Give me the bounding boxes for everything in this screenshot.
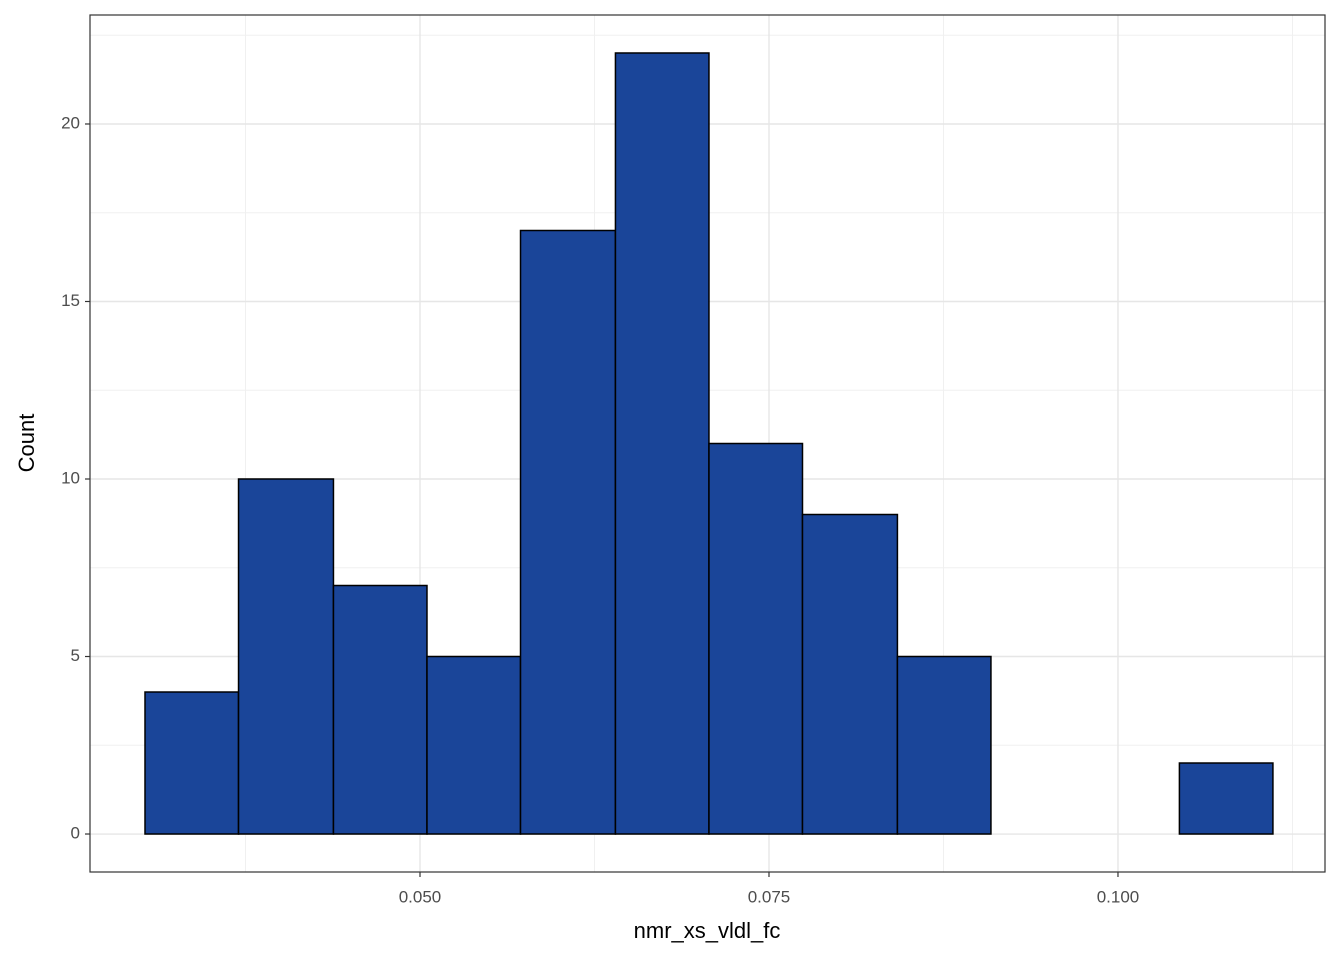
y-tick-label: 20 xyxy=(61,113,80,132)
y-tick-label: 5 xyxy=(71,646,80,665)
bar xyxy=(332,584,428,835)
bar xyxy=(426,655,522,835)
bar xyxy=(237,478,335,835)
bars xyxy=(144,52,1274,835)
bar xyxy=(801,513,899,835)
x-tick-label: 0.100 xyxy=(1097,887,1140,906)
bar xyxy=(614,52,710,835)
bar xyxy=(144,691,240,835)
y-tick-label: 0 xyxy=(71,823,80,842)
bar xyxy=(1178,762,1274,835)
panel-border xyxy=(89,14,1326,873)
bar xyxy=(708,442,804,835)
x-tick-label: 0.075 xyxy=(748,887,791,906)
x-axis-title: nmr_xs_vldl_fc xyxy=(634,918,781,943)
y-axis-title: Count xyxy=(14,414,39,473)
bar xyxy=(519,229,617,835)
y-tick-label: 10 xyxy=(61,468,80,487)
bar xyxy=(896,655,992,835)
y-tick-label: 15 xyxy=(61,291,80,310)
x-tick-label: 0.050 xyxy=(399,887,442,906)
